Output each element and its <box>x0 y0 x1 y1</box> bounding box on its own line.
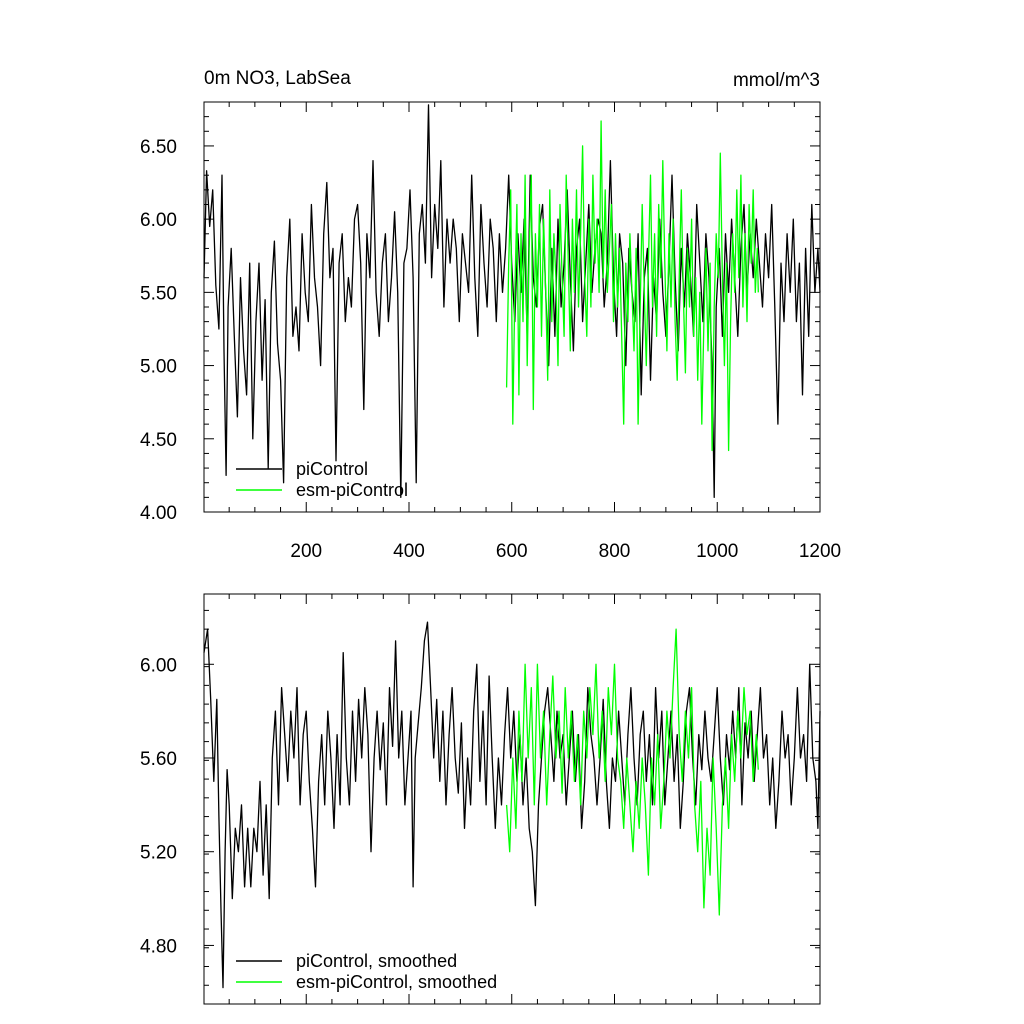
legend-label-picontrol: piControl <box>296 459 368 479</box>
series-line-esm-picontrol <box>505 120 759 452</box>
y-tick-label: 4.50 <box>140 430 177 451</box>
y-tick-label: 5.60 <box>140 749 177 770</box>
bottom-axis-ticks: 4.80 5.20 5.60 6.00 <box>140 594 821 1005</box>
x-tick-label: 400 <box>393 541 425 562</box>
units-label: mmol/m^3 <box>733 70 820 91</box>
y-tick-label: 4.00 <box>140 503 177 524</box>
chart-title: 0m NO3, LabSea <box>204 68 351 89</box>
y-tick-label: 6.00 <box>140 210 177 231</box>
top-panel: 200 400 600 800 1000 1200 4.00 4.50 5.00 5.50 6.00… <box>140 101 841 562</box>
y-tick-label: 4.80 <box>140 936 177 957</box>
y-tick-label: 5.00 <box>140 357 177 378</box>
legend-label-esm-picontrol: esm-piControl <box>296 480 408 500</box>
x-tick-label: 600 <box>496 541 528 562</box>
series-line-esm-picontrol-smoothed <box>505 628 759 916</box>
x-tick-label: 1000 <box>696 541 738 562</box>
top-axis-ticks: 200 400 600 800 1000 1200 4.00 4.50 5.00 5.50 6.00… <box>140 101 841 562</box>
bottom-series-group <box>203 621 821 989</box>
series-line-picontrol-smoothed <box>203 621 821 989</box>
y-tick-label: 5.20 <box>140 843 177 864</box>
x-tick-label: 1200 <box>799 541 841 562</box>
x-tick-label: 200 <box>290 541 322 562</box>
y-tick-label: 6.50 <box>140 137 177 158</box>
bottom-panel: 4.80 5.20 5.60 6.00 piControl, smoothed esm… <box>140 593 821 1005</box>
legend-label-esm-picontrol-smoothed: esm-piControl, smoothed <box>296 972 497 992</box>
x-tick-label: 800 <box>599 541 631 562</box>
y-tick-label: 6.00 <box>140 655 177 676</box>
top-legend: piControl esm-piControl <box>236 459 408 500</box>
legend-label-picontrol-smoothed: piControl, smoothed <box>296 951 457 971</box>
y-tick-label: 5.50 <box>140 283 177 304</box>
top-series-group <box>203 104 821 499</box>
bottom-legend: piControl, smoothed esm-piControl, smoot… <box>236 951 497 992</box>
